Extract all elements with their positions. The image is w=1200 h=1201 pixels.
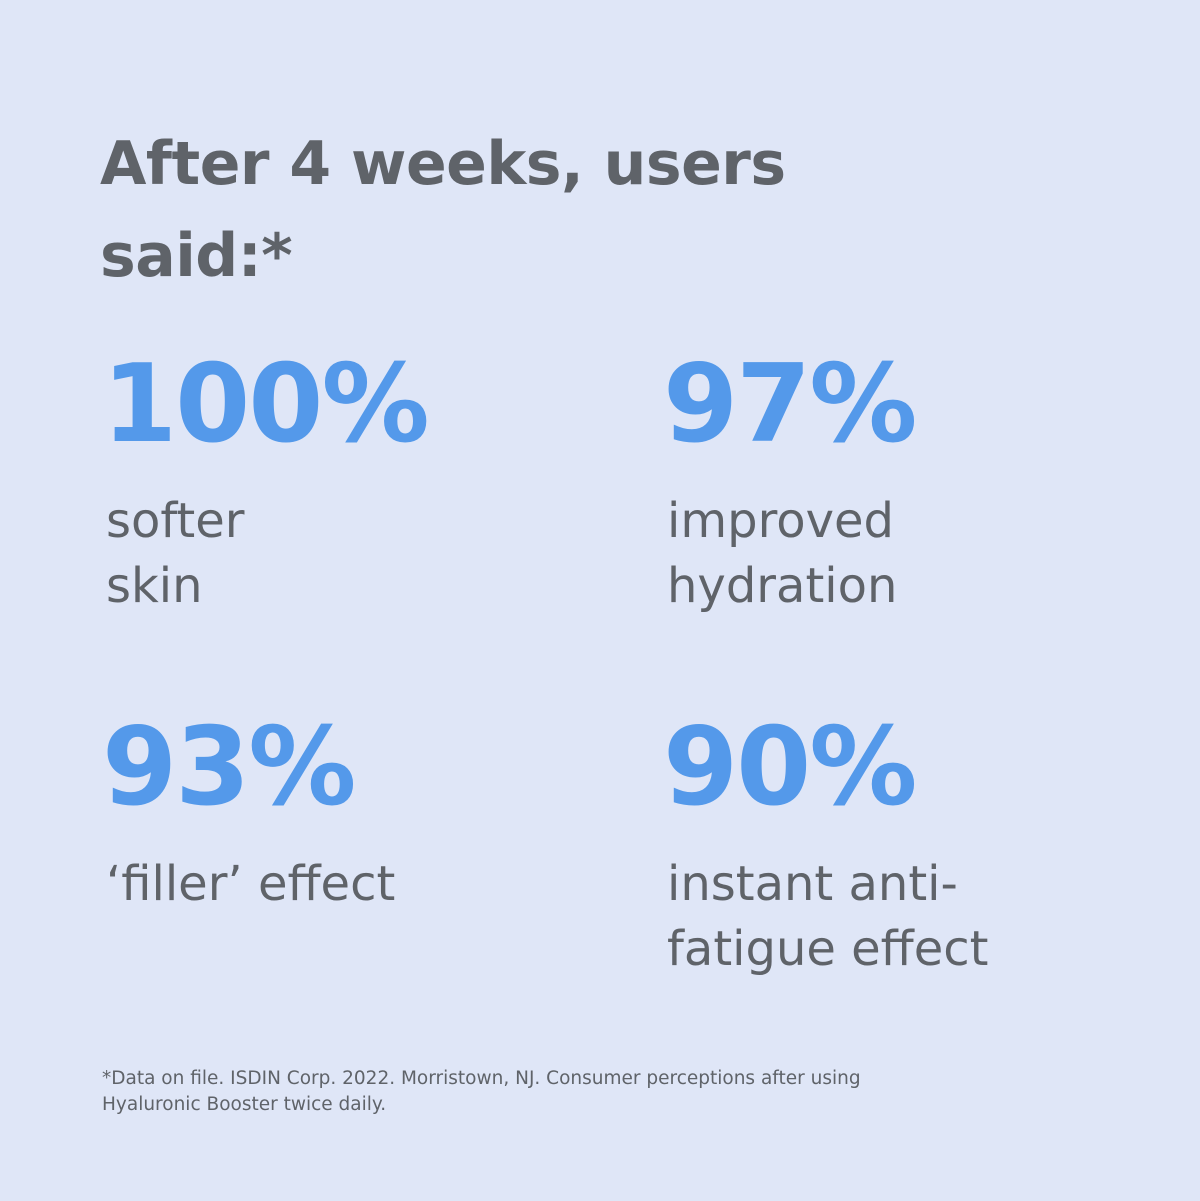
- stat-label: softer skin: [102, 489, 622, 619]
- stat: 93% ‘filler’ effect: [102, 708, 622, 917]
- footnote: *Data on file. ISDIN Corp. 2022. Morrist…: [102, 1066, 861, 1118]
- footnote-line: Hyaluronic Booster twice daily.: [102, 1094, 387, 1115]
- label-line: fatigue effect: [667, 921, 989, 977]
- stat: 97% improved hydration: [663, 345, 1183, 619]
- title-line: After 4 weeks, users: [100, 129, 786, 199]
- stat-label: improved hydration: [663, 489, 1183, 619]
- label-line: softer: [106, 493, 245, 549]
- label-line: skin: [106, 558, 203, 614]
- title-line: said:*: [100, 221, 293, 291]
- title: After 4 weeks, users said:*: [100, 118, 786, 302]
- label-line: instant anti-: [667, 856, 958, 912]
- stat-label: ‘filler’ effect: [102, 852, 622, 917]
- stat-value: 93%: [102, 705, 357, 830]
- stat: 90% instant anti-fatigue effect: [663, 708, 1183, 982]
- label-line: ‘filler’ effect: [106, 856, 396, 912]
- footnote-line: *Data on file. ISDIN Corp. 2022. Morrist…: [102, 1068, 861, 1089]
- stat-value: 90%: [663, 705, 918, 830]
- stat-value: 100%: [102, 342, 430, 467]
- label-line: hydration: [667, 558, 898, 614]
- stat-value: 97%: [663, 342, 918, 467]
- label-line: improved: [667, 493, 895, 549]
- stat: 100% softer skin: [102, 345, 622, 619]
- stat-label: instant anti-fatigue effect: [663, 852, 1183, 982]
